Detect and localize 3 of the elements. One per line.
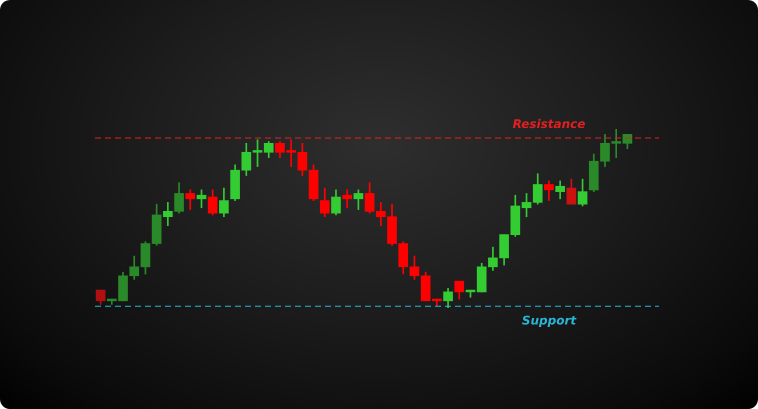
candlestick [196,190,206,208]
ref-line-label: Support [522,313,578,328]
ref-line-label: Resistance [512,117,586,132]
